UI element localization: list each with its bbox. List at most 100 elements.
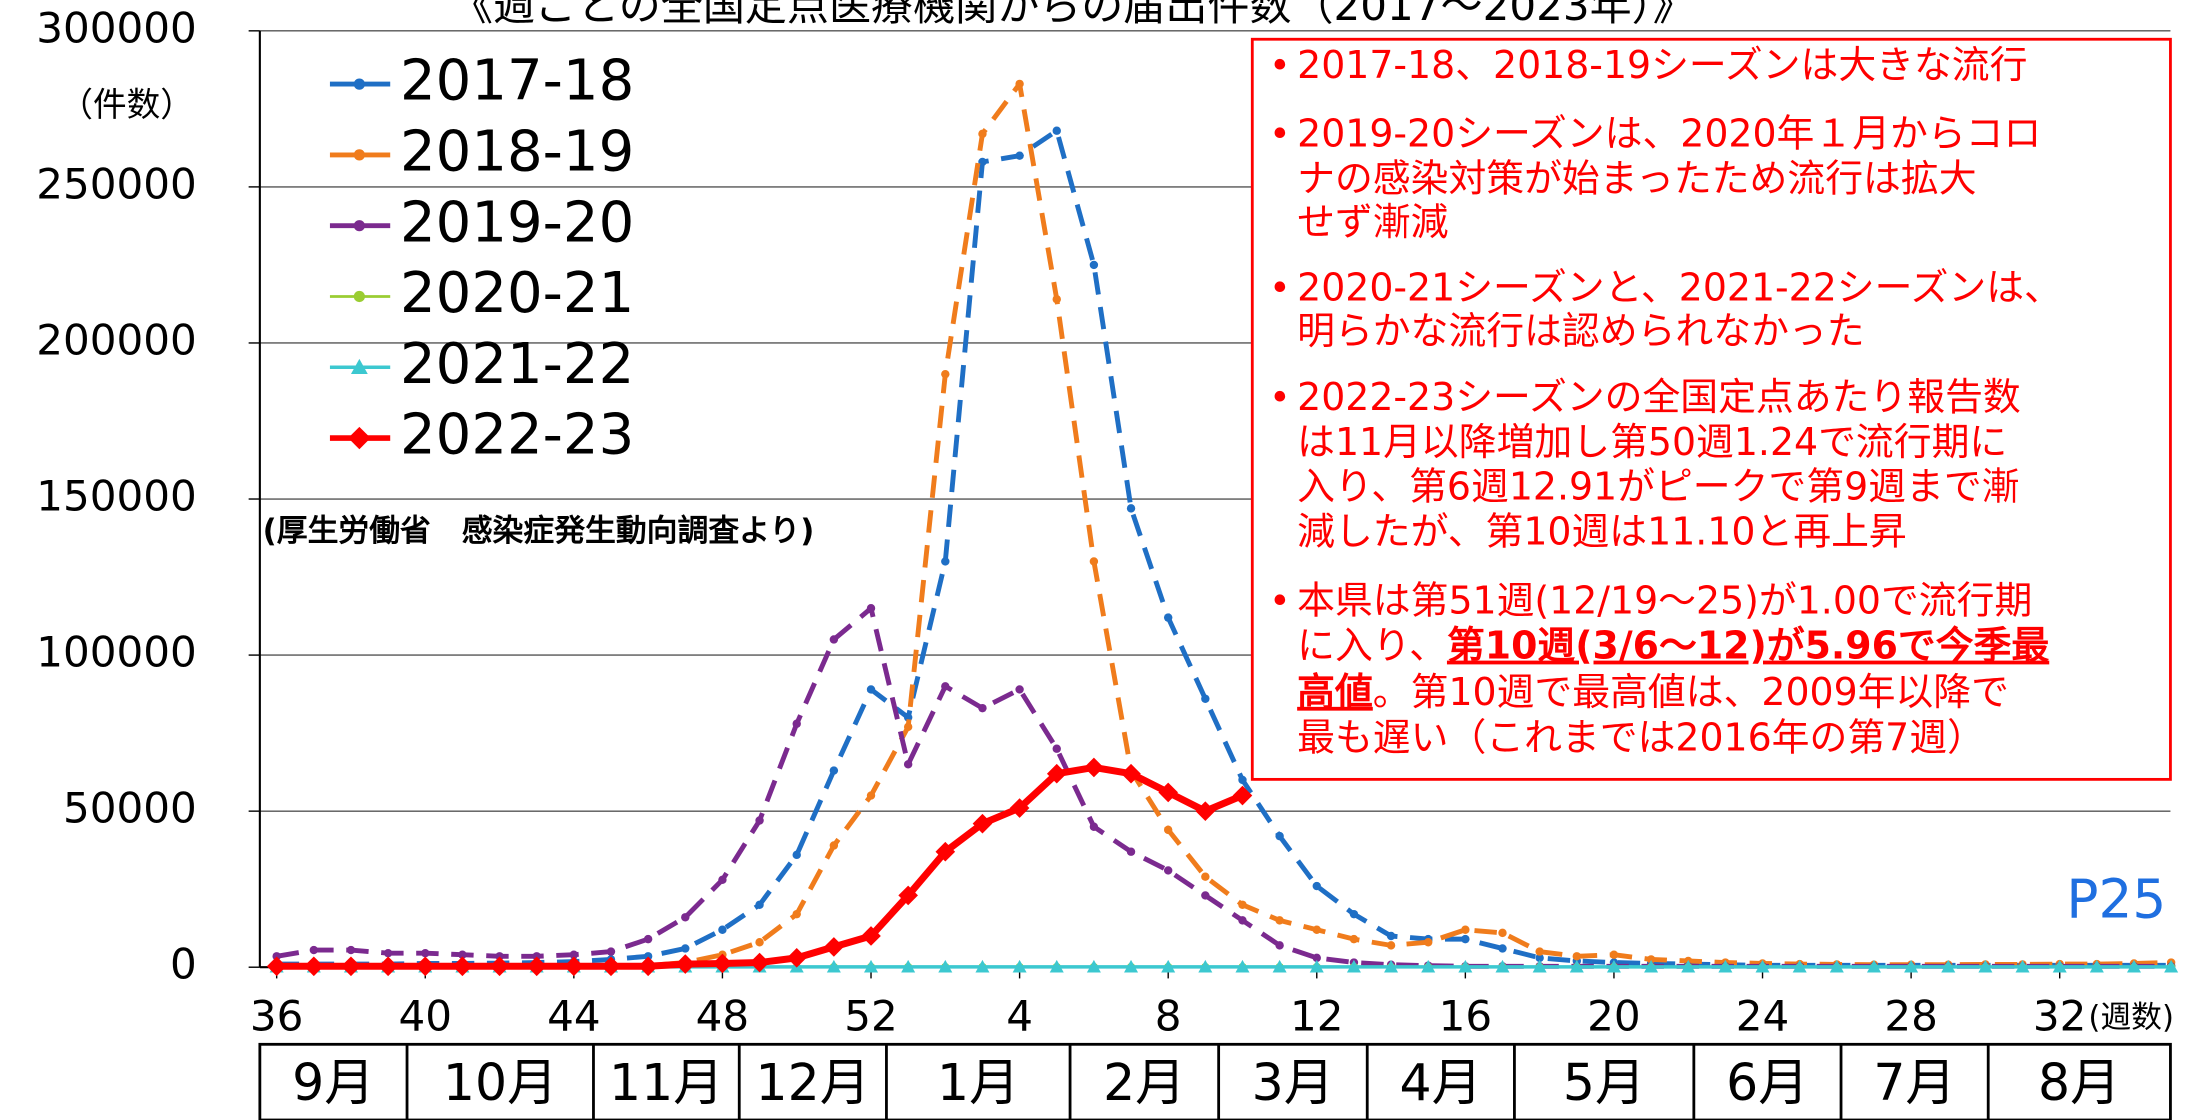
data-point xyxy=(975,959,990,973)
data-point xyxy=(309,945,319,955)
data-point xyxy=(532,952,541,961)
data-point xyxy=(829,635,839,644)
data-point xyxy=(1904,959,1919,973)
month-label: 4月 xyxy=(1400,1053,1483,1112)
data-point xyxy=(1163,613,1173,622)
y-tick-label: 250000 xyxy=(36,159,197,208)
x-tick-label: 52 xyxy=(844,992,898,1041)
data-point xyxy=(866,791,876,800)
legend-marker xyxy=(353,290,365,303)
data-point xyxy=(864,959,879,973)
data-point xyxy=(1349,909,1359,919)
data-point xyxy=(2015,959,2030,973)
data-point xyxy=(1461,934,1470,944)
x-tick-label: 20 xyxy=(1587,992,1641,1041)
note-segment: 第10週(3/6～12)が5.96で今季最 xyxy=(1447,623,2049,667)
data-point xyxy=(866,685,876,694)
data-point xyxy=(792,909,801,919)
month-table xyxy=(258,1042,2172,1120)
page-label: P25 xyxy=(2066,868,2166,930)
data-point xyxy=(1606,959,1621,973)
y-axis-label: （件数） xyxy=(59,85,194,124)
note-line: 入り、第6週12.91がピークで第9週まで漸 xyxy=(1297,465,2019,509)
data-point xyxy=(898,885,918,906)
data-point xyxy=(1609,950,1619,959)
data-point xyxy=(1163,825,1173,835)
note-line: に入り、第10週(3/6～12)が5.96で今季最 xyxy=(1297,623,2049,667)
note-box xyxy=(1250,37,2172,781)
note-segment: 。第10週で最高値は、2009年以降で xyxy=(1373,669,2009,713)
data-point xyxy=(1126,504,1136,513)
month-label: 5月 xyxy=(1563,1053,1646,1112)
data-point xyxy=(1644,959,1659,973)
data-point xyxy=(901,959,916,973)
note-line: 本県は第51週(12/19～25)が1.00で流行期 xyxy=(1297,578,2032,622)
data-point xyxy=(1461,925,1470,934)
data-point xyxy=(978,703,987,713)
data-point xyxy=(978,129,987,139)
data-point xyxy=(2052,959,2067,973)
data-point xyxy=(304,956,324,977)
note-line: ナの感染対策が始まったため流行は拡大 xyxy=(1297,156,1976,200)
note-bullet: • xyxy=(1269,376,1291,419)
data-point xyxy=(421,948,430,958)
month-label: 7月 xyxy=(1873,1053,1956,1112)
data-point xyxy=(1978,959,1993,973)
data-point xyxy=(1009,798,1030,818)
data-point xyxy=(866,604,876,613)
note-segment: に入り、 xyxy=(1297,623,1447,667)
y-tick-label: 50000 xyxy=(63,784,197,833)
data-point xyxy=(1312,925,1321,934)
x-tick-label: 36 xyxy=(250,992,304,1041)
month-label: 10月 xyxy=(443,1053,558,1112)
data-point xyxy=(1126,847,1136,856)
note-line: 2019-20シーズンは、2020年１月からコロ xyxy=(1297,111,2041,155)
data-point xyxy=(1201,872,1210,881)
note-line: 2017-18、2018-19シーズンは大きな流行 xyxy=(1297,43,2027,87)
data-point xyxy=(935,841,956,862)
data-point xyxy=(2126,959,2142,973)
data-point xyxy=(378,956,398,977)
x-tick-label: 12 xyxy=(1290,992,1344,1041)
y-tick-label: 100000 xyxy=(36,628,197,677)
data-point xyxy=(489,956,510,977)
data-point xyxy=(903,722,913,732)
source-note: (厚生労働省 感染症発生動向調査より) xyxy=(263,513,815,549)
data-point xyxy=(675,954,696,974)
data-point xyxy=(569,950,579,959)
data-point xyxy=(1198,959,1213,973)
note-bullet: • xyxy=(1269,579,1291,622)
data-point xyxy=(826,959,841,973)
data-point xyxy=(1012,959,1027,973)
data-point xyxy=(941,557,950,566)
x-tick-label: 32 xyxy=(2033,992,2087,1041)
data-point xyxy=(1755,959,1770,973)
data-point xyxy=(681,913,690,922)
data-point xyxy=(903,760,913,769)
data-point xyxy=(415,956,436,977)
data-point xyxy=(792,719,801,728)
data-point xyxy=(1232,785,1253,806)
data-point xyxy=(1866,959,1881,973)
data-point xyxy=(1458,959,1473,973)
data-point xyxy=(1121,763,1141,784)
legend-marker xyxy=(353,220,365,232)
legend-label: 2019-20 xyxy=(400,190,634,255)
data-point xyxy=(1386,931,1396,941)
data-point xyxy=(749,952,770,973)
data-point xyxy=(272,952,281,961)
note-line: 2020-21シーズンと、2021-22シーズンは、 xyxy=(1297,266,2062,310)
data-point xyxy=(1275,916,1284,925)
data-point xyxy=(1052,126,1061,135)
data-point xyxy=(1201,694,1210,703)
data-point xyxy=(452,956,473,977)
note-line: 2022-23シーズンの全国定点あたり報告数 xyxy=(1297,375,2021,419)
data-point xyxy=(1312,953,1321,963)
data-point xyxy=(458,950,467,959)
data-point xyxy=(1238,900,1247,909)
data-point xyxy=(601,956,621,977)
x-tick-label: 28 xyxy=(1884,992,1938,1041)
data-point xyxy=(1052,744,1061,753)
